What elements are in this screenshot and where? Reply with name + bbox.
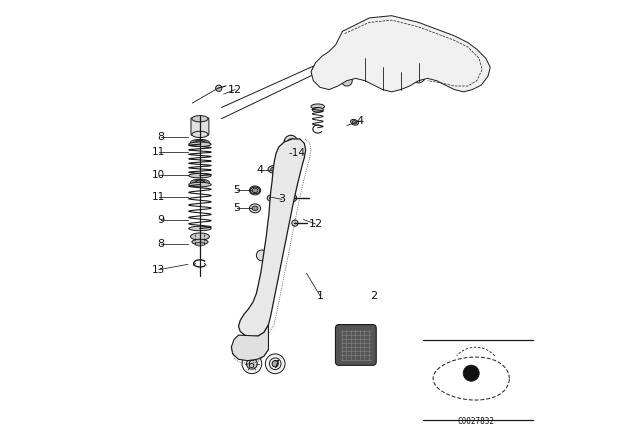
Ellipse shape bbox=[189, 142, 211, 146]
Ellipse shape bbox=[252, 206, 258, 211]
Text: 8: 8 bbox=[157, 239, 164, 249]
Ellipse shape bbox=[191, 233, 209, 240]
Text: C0027832: C0027832 bbox=[457, 418, 494, 426]
Text: 12: 12 bbox=[308, 219, 323, 229]
FancyBboxPatch shape bbox=[335, 325, 376, 366]
Text: 11: 11 bbox=[152, 147, 165, 157]
Text: 5: 5 bbox=[234, 203, 241, 213]
Circle shape bbox=[312, 64, 328, 80]
Ellipse shape bbox=[191, 179, 209, 185]
Text: 2: 2 bbox=[370, 291, 378, 301]
Circle shape bbox=[257, 250, 267, 261]
Ellipse shape bbox=[268, 166, 278, 173]
Ellipse shape bbox=[250, 186, 260, 195]
Circle shape bbox=[246, 358, 257, 369]
Text: 9: 9 bbox=[157, 215, 164, 225]
FancyBboxPatch shape bbox=[191, 118, 209, 135]
Text: 4: 4 bbox=[356, 116, 364, 126]
Circle shape bbox=[288, 139, 294, 145]
Circle shape bbox=[242, 354, 262, 374]
Ellipse shape bbox=[192, 239, 208, 245]
Circle shape bbox=[412, 69, 426, 83]
Circle shape bbox=[272, 361, 278, 367]
Circle shape bbox=[216, 85, 222, 91]
Polygon shape bbox=[239, 139, 306, 337]
Ellipse shape bbox=[189, 226, 211, 231]
Circle shape bbox=[289, 194, 297, 202]
Circle shape bbox=[431, 69, 442, 79]
Circle shape bbox=[316, 68, 324, 75]
Ellipse shape bbox=[195, 242, 205, 246]
Ellipse shape bbox=[195, 181, 204, 184]
Ellipse shape bbox=[189, 182, 211, 187]
Polygon shape bbox=[311, 16, 490, 92]
Text: 5: 5 bbox=[234, 185, 241, 195]
Text: 6: 6 bbox=[247, 360, 254, 370]
Ellipse shape bbox=[195, 141, 204, 144]
Ellipse shape bbox=[270, 196, 275, 200]
Ellipse shape bbox=[311, 104, 324, 109]
Circle shape bbox=[266, 354, 285, 374]
Ellipse shape bbox=[192, 116, 208, 122]
Ellipse shape bbox=[250, 204, 260, 213]
Circle shape bbox=[284, 135, 298, 149]
Text: -14: -14 bbox=[288, 148, 305, 158]
Ellipse shape bbox=[351, 120, 358, 125]
Ellipse shape bbox=[192, 131, 208, 138]
Text: 1: 1 bbox=[317, 291, 323, 301]
Text: 10: 10 bbox=[152, 170, 165, 180]
Circle shape bbox=[463, 365, 479, 381]
Text: 12: 12 bbox=[228, 85, 242, 95]
Text: 4: 4 bbox=[256, 165, 263, 175]
Circle shape bbox=[292, 220, 298, 226]
Text: 11: 11 bbox=[152, 192, 165, 202]
Ellipse shape bbox=[191, 139, 209, 146]
Text: 3: 3 bbox=[278, 194, 285, 204]
Ellipse shape bbox=[252, 188, 258, 193]
Circle shape bbox=[342, 75, 352, 86]
Ellipse shape bbox=[353, 121, 356, 124]
Text: 13: 13 bbox=[152, 265, 165, 275]
Ellipse shape bbox=[189, 173, 211, 178]
Text: 8: 8 bbox=[157, 132, 164, 142]
Polygon shape bbox=[231, 325, 269, 361]
Ellipse shape bbox=[271, 168, 275, 171]
Ellipse shape bbox=[312, 108, 323, 112]
Text: 7: 7 bbox=[271, 360, 279, 370]
Ellipse shape bbox=[267, 194, 277, 202]
